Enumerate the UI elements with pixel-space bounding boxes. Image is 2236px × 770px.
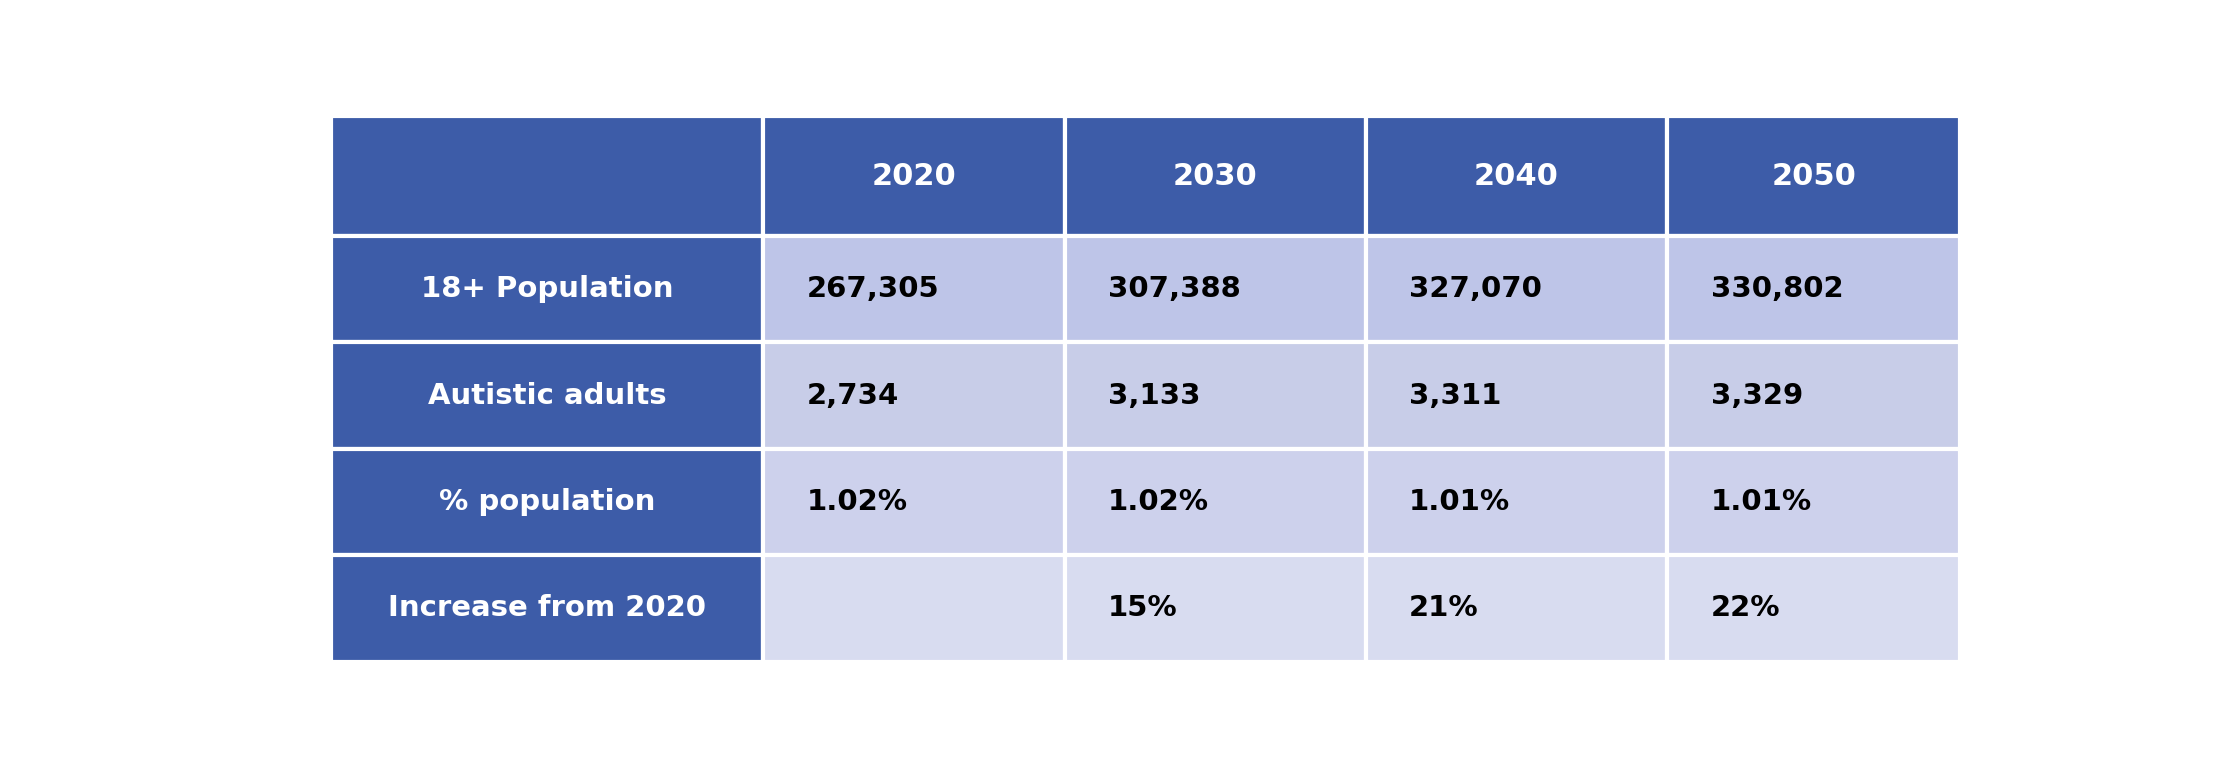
Text: 22%: 22% <box>1711 594 1780 622</box>
Text: 307,388: 307,388 <box>1107 276 1241 303</box>
Bar <box>762 449 1064 555</box>
Bar <box>331 116 762 236</box>
Text: 330,802: 330,802 <box>1711 276 1842 303</box>
Bar <box>762 116 1064 236</box>
Text: 267,305: 267,305 <box>807 276 939 303</box>
Text: 2040: 2040 <box>1474 162 1558 191</box>
Bar <box>1366 555 1668 661</box>
Bar <box>1366 236 1668 343</box>
Bar <box>1064 449 1366 555</box>
Bar <box>331 343 762 449</box>
Bar <box>1064 116 1366 236</box>
Bar <box>1366 449 1668 555</box>
Text: 3,133: 3,133 <box>1107 382 1201 410</box>
Text: Autistic adults: Autistic adults <box>427 382 666 410</box>
Text: % population: % population <box>438 488 655 516</box>
Bar <box>1668 343 1961 449</box>
Text: 15%: 15% <box>1107 594 1178 622</box>
Text: 3,311: 3,311 <box>1409 382 1503 410</box>
Text: 21%: 21% <box>1409 594 1478 622</box>
Text: 2050: 2050 <box>1771 162 1856 191</box>
Text: 327,070: 327,070 <box>1409 276 1543 303</box>
Bar <box>1668 116 1961 236</box>
Bar <box>1064 343 1366 449</box>
Text: 1.02%: 1.02% <box>807 488 908 516</box>
Text: 18+ Population: 18+ Population <box>420 276 673 303</box>
Bar <box>1668 449 1961 555</box>
Bar <box>1668 236 1961 343</box>
Text: 1.02%: 1.02% <box>1107 488 1210 516</box>
Bar <box>762 555 1064 661</box>
Text: Increase from 2020: Increase from 2020 <box>389 594 707 622</box>
Bar <box>762 343 1064 449</box>
Bar <box>331 555 762 661</box>
Bar <box>331 449 762 555</box>
Bar <box>1064 555 1366 661</box>
Text: 2,734: 2,734 <box>807 382 899 410</box>
Bar <box>1366 116 1668 236</box>
Bar <box>762 236 1064 343</box>
Text: 3,329: 3,329 <box>1711 382 1802 410</box>
Bar <box>331 236 762 343</box>
Text: 2020: 2020 <box>872 162 957 191</box>
Bar <box>1366 343 1668 449</box>
Bar <box>1668 555 1961 661</box>
Text: 2030: 2030 <box>1174 162 1257 191</box>
Bar <box>1064 236 1366 343</box>
Text: 1.01%: 1.01% <box>1711 488 1811 516</box>
Text: 1.01%: 1.01% <box>1409 488 1509 516</box>
